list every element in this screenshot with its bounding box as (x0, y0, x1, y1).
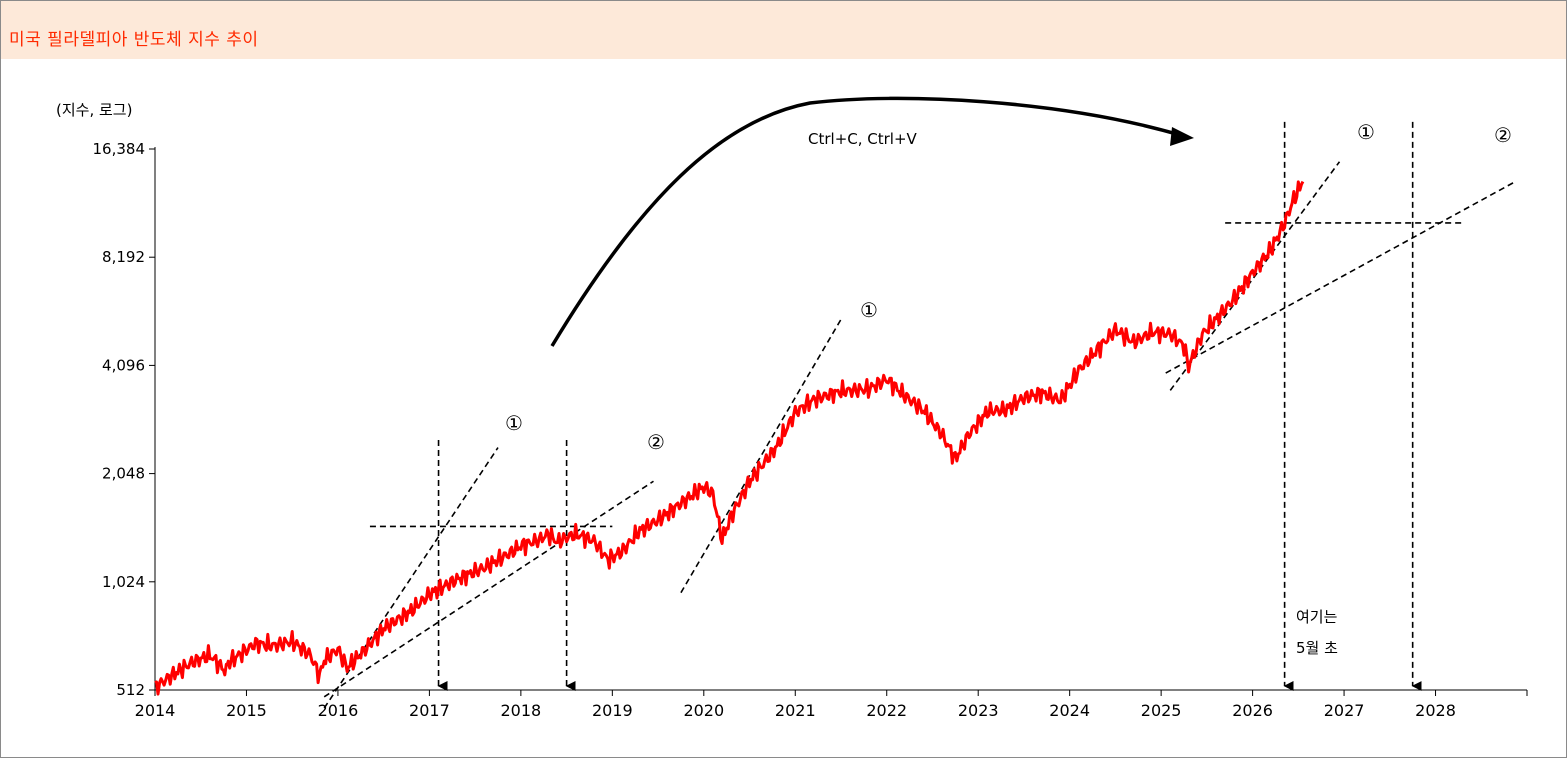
x-tick-label: 2023 (958, 701, 999, 720)
x-tick-label: 2026 (1232, 701, 1273, 720)
y-tick-label: 2,048 (102, 465, 145, 483)
series-line (154, 180, 1305, 696)
x-tick-label: 2020 (683, 701, 724, 720)
y-tick-label: 512 (116, 681, 145, 699)
trend-line (1165, 182, 1514, 374)
x-tick-label: 2028 (1415, 701, 1456, 720)
y-tick-label: 1,024 (102, 573, 145, 591)
note-line-2: 5월 초 (1296, 639, 1338, 657)
x-axis-ticks: 2014 2015 2016 2017 2018 2019 2020 2021 2022 2023… (135, 690, 1528, 720)
chart-title: 미국 필라델피아 반도체 지수 추이 (9, 30, 259, 50)
copy-label: Ctrl+C, Ctrl+V (808, 130, 918, 148)
x-tick-label: 2022 (866, 701, 907, 720)
x-tick-label: 2017 (409, 701, 450, 720)
circle-two-label-2018: ② (647, 430, 665, 454)
y-axis-label: (지수, 로그) (56, 101, 132, 119)
title-bar: 미국 필라델피아 반도체 지수 추이 (1, 1, 1566, 59)
x-tick-label: 2027 (1324, 701, 1365, 720)
copy-arrow (550, 96, 1181, 347)
circle-one-label-2026: ① (1357, 120, 1375, 144)
x-tick-label: 2024 (1049, 701, 1090, 720)
trend-line (323, 480, 654, 698)
y-tick-label: 4,096 (102, 356, 145, 374)
x-tick-label: 2014 (135, 701, 176, 720)
circle-two-label-2027: ② (1494, 123, 1512, 147)
circle-one-label-2017: ① (505, 411, 523, 435)
x-tick-label: 2015 (226, 701, 267, 720)
y-tick-label: 16,384 (93, 140, 146, 158)
circle-one-label-2021: ① (860, 298, 878, 322)
x-tick-label: 2025 (1141, 701, 1182, 720)
x-tick-label: 2021 (775, 701, 816, 720)
copy-arrow-head (1170, 127, 1194, 146)
y-tick-label: 8,192 (102, 248, 145, 266)
note-line-1: 여기는 (1296, 608, 1338, 626)
trend-line (680, 318, 842, 594)
x-tick-label: 2016 (318, 701, 359, 720)
x-tick-label: 2018 (501, 701, 542, 720)
y-axis-ticks: 512 1,024 2,048 4,096 8,192 16,384 (93, 140, 155, 699)
x-tick-label: 2019 (592, 701, 633, 720)
